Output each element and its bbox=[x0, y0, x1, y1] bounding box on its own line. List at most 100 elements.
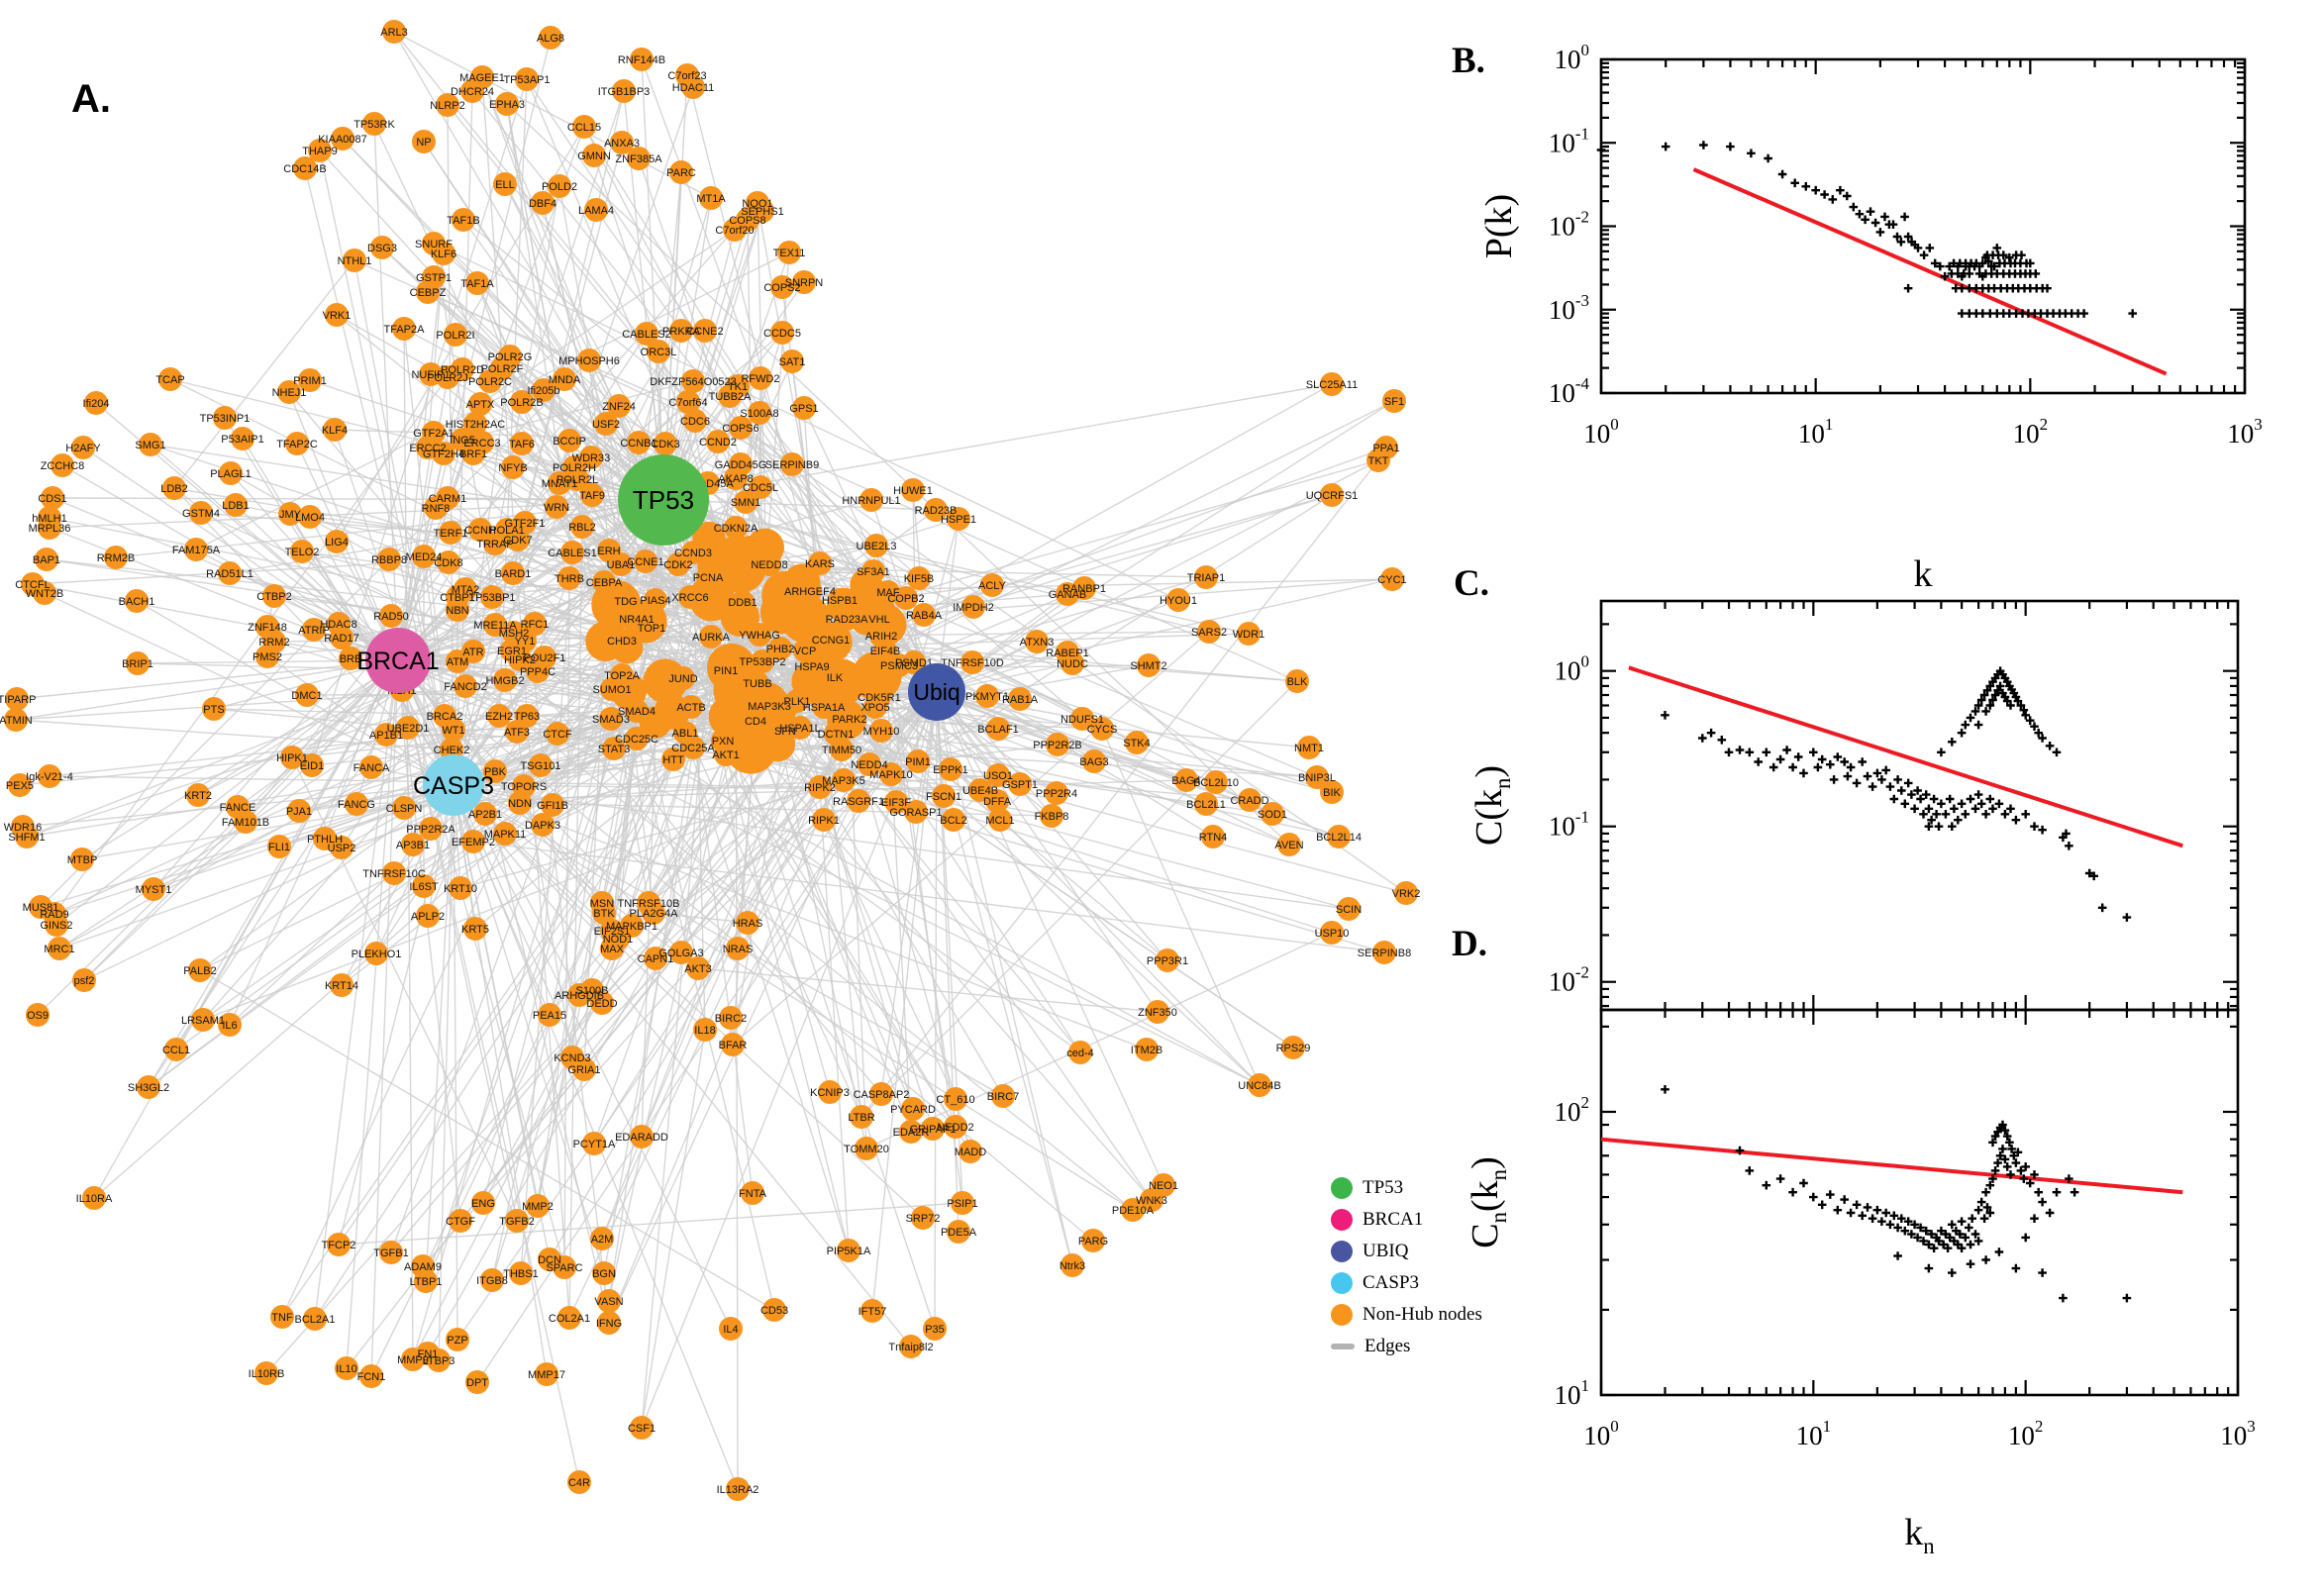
network-node-label: ACLY bbox=[978, 580, 1007, 592]
network-node-label: PZP bbox=[447, 1335, 467, 1347]
network-node-label: ING5 bbox=[450, 435, 475, 447]
network-node-label: FAM175A bbox=[172, 545, 221, 556]
plot-frame bbox=[1599, 57, 2247, 395]
network-node-label: ZCCHC8 bbox=[41, 460, 85, 472]
network-node bbox=[325, 530, 349, 553]
network-node-label: KRT10 bbox=[444, 883, 477, 895]
network-node-label: FAM101B bbox=[222, 817, 269, 829]
network-node-label: PCYT1A bbox=[573, 1139, 616, 1150]
network-node bbox=[859, 488, 883, 512]
network-node-label: TP63 bbox=[514, 711, 540, 723]
network-node bbox=[724, 466, 748, 490]
network-node bbox=[162, 476, 186, 500]
network-node bbox=[33, 581, 56, 605]
network-node-label: HSPE1 bbox=[941, 514, 976, 526]
network-node bbox=[580, 483, 604, 507]
network-node bbox=[1320, 780, 1344, 804]
network-node-label: CAPN1 bbox=[638, 953, 674, 965]
network-node-label: NEDD2 bbox=[937, 1122, 973, 1134]
network-node bbox=[427, 1348, 451, 1372]
plot-ckn: 100 10-1 10-2 C(kn) bbox=[1468, 599, 2240, 1012]
network-node-label: Igk-V21-4 bbox=[26, 771, 73, 783]
network-node bbox=[188, 958, 212, 982]
network-node bbox=[218, 561, 242, 585]
network-node bbox=[468, 392, 492, 416]
network-node-label: SOD1 bbox=[1258, 809, 1287, 821]
network-node bbox=[1238, 788, 1262, 812]
network-node-label: CTBP1 bbox=[440, 592, 474, 604]
network-nodes bbox=[4, 20, 1418, 1501]
network-node bbox=[719, 1317, 743, 1341]
network-node bbox=[446, 598, 469, 622]
network-node bbox=[461, 442, 485, 465]
network-node-label: PBK bbox=[484, 766, 507, 778]
network-node-label: TUBB bbox=[743, 678, 771, 690]
network-node-label: TNFRSF10D bbox=[941, 657, 1004, 669]
network-node bbox=[867, 685, 891, 709]
network-node bbox=[899, 1335, 923, 1358]
network-node bbox=[612, 79, 636, 103]
network-node bbox=[792, 396, 816, 420]
hub-label-brca1: BRCA1 bbox=[356, 648, 439, 675]
network-node bbox=[824, 722, 848, 746]
network-node bbox=[231, 427, 254, 450]
plot-tick-labels: 100 101 102 103 100 10-1 10-2 10-3 10-4 bbox=[1549, 41, 2263, 449]
network-node bbox=[125, 589, 149, 613]
network-node bbox=[1146, 1000, 1169, 1024]
network-node-label: psf2 bbox=[74, 975, 95, 987]
network-node-label: ZNF148 bbox=[248, 622, 287, 634]
network-node-label: BAG4 bbox=[1171, 775, 1200, 787]
network-node-label: TERF1 bbox=[434, 528, 468, 540]
network-node-label: IL6 bbox=[222, 1020, 237, 1032]
network-node bbox=[308, 139, 332, 162]
network-node-label: CRADD bbox=[1230, 795, 1268, 807]
tick-label: 100 bbox=[1583, 415, 1619, 449]
network-node bbox=[442, 718, 465, 742]
network-node-label: KIAA0087 bbox=[318, 134, 367, 146]
network-node bbox=[729, 416, 753, 440]
network-node bbox=[432, 242, 455, 265]
network-node bbox=[699, 186, 723, 210]
network-node-label: CDS1 bbox=[38, 493, 66, 505]
network-node-label: AKAP8 bbox=[718, 473, 753, 485]
network-node bbox=[483, 759, 507, 783]
network-node bbox=[961, 595, 985, 619]
network-node-label: DAPK3 bbox=[525, 820, 560, 832]
network-node-label: USO1 bbox=[983, 770, 1013, 782]
network-node-label: RBL2 bbox=[568, 522, 596, 534]
network-node bbox=[654, 432, 677, 455]
network-node bbox=[627, 147, 651, 170]
network-node-label: CTGF bbox=[446, 1216, 475, 1228]
network-node-label: TRRAP bbox=[476, 539, 513, 550]
network-node bbox=[213, 406, 237, 430]
network-node bbox=[501, 455, 525, 479]
network-node-label: RABEP1 bbox=[1046, 648, 1088, 659]
network-node-label: SEPHS1 bbox=[741, 206, 783, 218]
network-node bbox=[262, 584, 286, 608]
legend-label-tp53: TP53 bbox=[1363, 1177, 1404, 1198]
network-node bbox=[539, 26, 562, 50]
network-node-label: ATMIN bbox=[0, 715, 33, 727]
network-node bbox=[327, 1233, 351, 1256]
network-node bbox=[1194, 792, 1218, 816]
network-node-label: BACH1 bbox=[119, 596, 155, 608]
network-node bbox=[788, 716, 812, 740]
network-node-label: MAX bbox=[600, 944, 625, 955]
network-node-label: IL10RB bbox=[249, 1368, 285, 1380]
network-node-label: CABLES1 bbox=[548, 548, 597, 559]
network-node bbox=[947, 507, 970, 531]
hub-node-casp3 bbox=[423, 754, 484, 816]
network-node bbox=[582, 144, 606, 167]
network-node bbox=[508, 648, 532, 671]
network-node-label: TNFRSF10C bbox=[362, 868, 426, 880]
network-node bbox=[412, 545, 436, 568]
network-node bbox=[495, 92, 519, 116]
network-node-label: LRSAM1 bbox=[181, 1015, 225, 1027]
network-node bbox=[610, 629, 634, 652]
network-node-label: CCL15 bbox=[567, 122, 601, 134]
legend-item-ubiq: UBIQ bbox=[1331, 1236, 1482, 1267]
network-node-label: GRIA1 bbox=[567, 1064, 600, 1076]
panel-label-c: C. bbox=[1454, 563, 1489, 604]
network-node-label: CD53 bbox=[760, 1305, 788, 1317]
network-node-label: GRIPAP1 bbox=[910, 1124, 957, 1136]
